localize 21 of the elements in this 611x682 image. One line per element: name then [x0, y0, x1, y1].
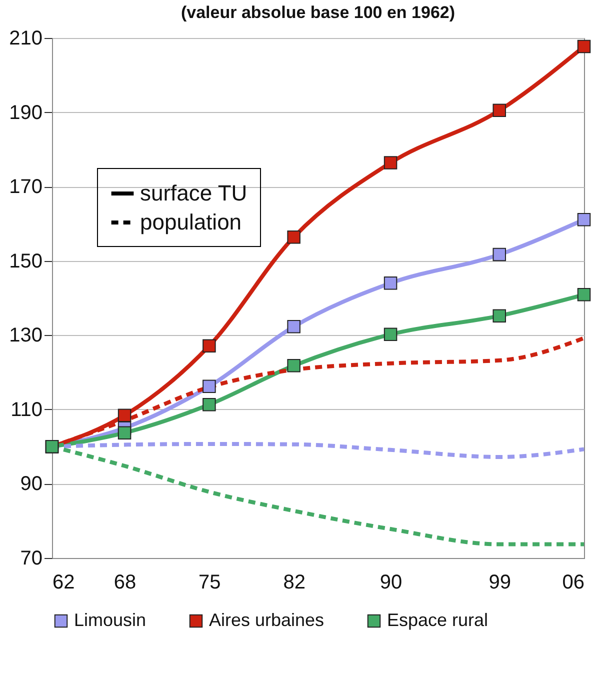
y-tick-label: 210: [9, 28, 42, 50]
legend-label: Espace rural: [387, 610, 488, 630]
legend-label: Limousin: [74, 610, 146, 630]
x-tick-label: 82: [283, 572, 306, 594]
y-tick-label: 170: [9, 176, 42, 198]
legend-label: Aires urbaines: [209, 610, 324, 630]
annotation: population: [140, 210, 242, 234]
annotation: surface TU: [140, 180, 248, 206]
y-tick-label: 150: [9, 250, 42, 272]
y-tick-label: 110: [10, 398, 42, 421]
y-tick-label: 130: [9, 324, 42, 347]
x-tick-label: 68: [114, 572, 136, 594]
x-tick-label: 62: [52, 572, 75, 594]
x-tick-label: 90: [380, 572, 402, 594]
y-tick-label: 90: [20, 473, 42, 496]
x-tick-label: 75: [198, 572, 221, 594]
x-tick-label: 06: [562, 572, 584, 594]
y-tick-label: 70: [20, 548, 42, 570]
chart-title: (valeur absolue base 100 en 1962): [180, 3, 456, 22]
x-tick-label: 99: [488, 572, 511, 594]
y-tick-label: 190: [9, 102, 42, 124]
